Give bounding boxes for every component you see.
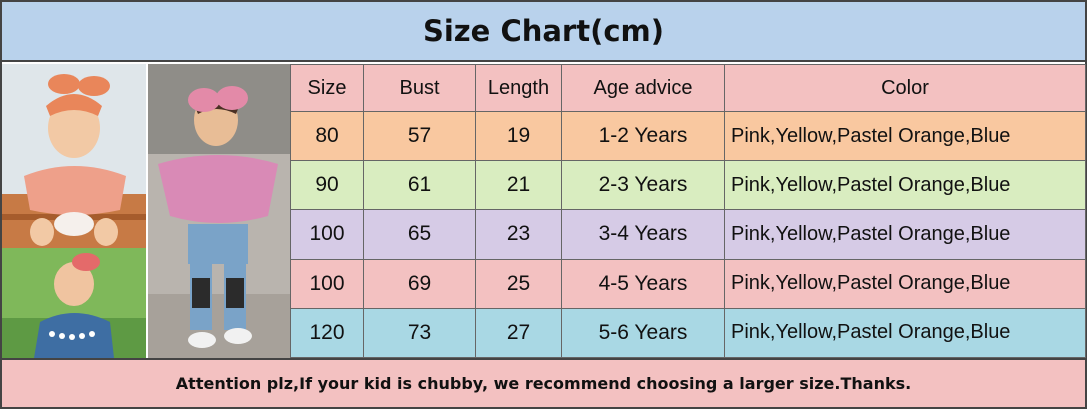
photo-baby-denim-top (2, 248, 146, 358)
cell-color: Pink,Yellow,Pastel Orange,Blue (724, 110, 1086, 162)
cell-color: Pink,Yellow,Pastel Orange,Blue (724, 307, 1086, 359)
cell-age: 2-3 Years (561, 160, 725, 211)
cell-color: Pink,Yellow,Pastel Orange,Blue (724, 209, 1086, 260)
cell-age: 3-4 Years (561, 209, 725, 260)
photo-toddler-pink-top (148, 64, 290, 358)
footer-note: Attention plz,If your kid is chubby, we … (175, 374, 912, 393)
cell-age: 1-2 Years (561, 110, 725, 162)
cell-bust: 73 (363, 307, 476, 359)
cell-color: Pink,Yellow,Pastel Orange,Blue (724, 160, 1086, 211)
table-row: 80 57 19 1-2 Years Pink,Yellow,Pastel Or… (290, 110, 1086, 162)
cell-length: 25 (475, 258, 562, 309)
product-photos (2, 64, 290, 358)
table-row: 100 69 25 4-5 Years Pink,Yellow,Pastel O… (290, 258, 1086, 309)
photo-baby-peach-top (2, 64, 146, 248)
table-header-row: Size Bust Length Age advice Color (290, 64, 1086, 112)
header-bust: Bust (363, 64, 476, 112)
cell-size: 120 (290, 307, 364, 359)
cell-length: 23 (475, 209, 562, 260)
size-table: Size Bust Length Age advice Color 80 57 … (290, 64, 1086, 359)
cell-size: 100 (290, 209, 364, 260)
cell-size: 90 (290, 160, 364, 211)
table-row: 90 61 21 2-3 Years Pink,Yellow,Pastel Or… (290, 160, 1086, 211)
header-age-advice: Age advice (561, 64, 725, 112)
cell-bust: 57 (363, 110, 476, 162)
cell-age: 5-6 Years (561, 307, 725, 359)
cell-bust: 65 (363, 209, 476, 260)
table-row: 100 65 23 3-4 Years Pink,Yellow,Pastel O… (290, 209, 1086, 260)
cell-length: 19 (475, 110, 562, 162)
cell-age: 4-5 Years (561, 258, 725, 309)
cell-bust: 69 (363, 258, 476, 309)
cell-size: 100 (290, 258, 364, 309)
cell-length: 27 (475, 307, 562, 359)
header-length: Length (475, 64, 562, 112)
cell-size: 80 (290, 110, 364, 162)
header-size: Size (290, 64, 364, 112)
table-row: 120 73 27 5-6 Years Pink,Yellow,Pastel O… (290, 307, 1086, 359)
cell-color: Pink,Yellow,Pastel Orange,Blue (724, 258, 1086, 309)
cell-bust: 61 (363, 160, 476, 211)
cell-length: 21 (475, 160, 562, 211)
chart-title: Size Chart(cm) (422, 14, 665, 48)
title-bar: Size Chart(cm) (2, 2, 1085, 62)
footer-note-bar: Attention plz,If your kid is chubby, we … (2, 358, 1085, 407)
header-color: Color (724, 64, 1086, 112)
